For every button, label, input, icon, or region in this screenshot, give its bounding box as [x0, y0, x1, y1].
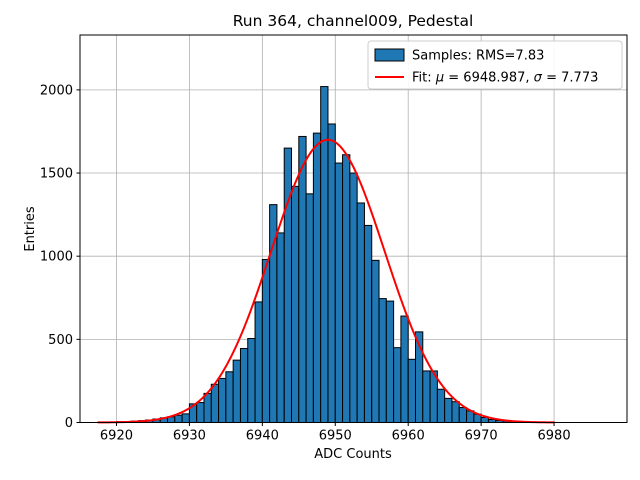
histogram-bar: [218, 377, 227, 423]
histogram-bar: [298, 135, 307, 424]
histogram-bar: [458, 407, 468, 424]
histogram-bar: [239, 347, 249, 423]
histogram-bar: [334, 162, 344, 423]
y-tick-label: 1500: [40, 167, 73, 182]
histogram-bar: [342, 154, 351, 423]
histogram-bar: [174, 414, 183, 423]
histogram-bar: [422, 370, 431, 424]
histogram-bar: [363, 224, 373, 423]
y-tick-label: 500: [48, 333, 73, 348]
histogram-bar: [400, 315, 409, 423]
histogram-bar: [305, 193, 314, 423]
histogram-bars: [101, 86, 555, 424]
x-tick-label: 6980: [538, 429, 571, 444]
histogram-bar: [393, 347, 402, 424]
histogram-bar: [385, 300, 395, 423]
y-tick-label: 1000: [40, 250, 73, 265]
histogram-bar: [407, 358, 416, 424]
histogram-bar: [480, 417, 489, 424]
legend-samples-label: Samples: RMS=7.83: [412, 49, 544, 64]
histogram-bar: [444, 397, 453, 423]
y-tick-label: 2000: [40, 83, 73, 98]
histogram-bar: [371, 259, 380, 424]
histogram-bar: [349, 172, 358, 423]
histogram-bar: [436, 388, 446, 423]
histogram-bar: [356, 202, 365, 423]
x-tick-label: 6940: [246, 429, 279, 444]
x-tick-label: 6950: [319, 429, 352, 444]
legend: Samples: RMS=7.83 Fit: μ = 6948.987, σ =…: [367, 40, 623, 90]
histogram-bar: [283, 147, 293, 424]
x-tick-label: 6970: [465, 429, 498, 444]
histogram-bar: [291, 185, 300, 423]
y-axis-label: Entries: [23, 206, 38, 252]
histogram-bar: [210, 383, 220, 424]
legend-fit-label: Fit: μ = 6948.987, σ = 7.773: [412, 71, 598, 86]
chart-title: Run 364, channel009, Pedestal: [233, 12, 474, 30]
x-tick-label: 6920: [100, 429, 133, 444]
legend-samples-swatch: [374, 48, 405, 62]
y-tick-label: 0: [65, 416, 73, 431]
fit-curve: [97, 138, 556, 424]
histogram-bar: [225, 371, 234, 424]
histogram-bar: [276, 232, 285, 423]
histogram-bar: [254, 301, 263, 423]
histogram-bar: [327, 123, 336, 424]
histogram-bar: [451, 401, 460, 423]
histogram-bar: [312, 132, 322, 423]
histogram-bar: [203, 392, 212, 424]
legend-box: [367, 40, 623, 90]
x-tick-label: 6960: [392, 429, 425, 444]
histogram-bar: [181, 413, 190, 423]
x-tick-label: 6930: [173, 429, 206, 444]
histogram-bar: [247, 338, 256, 423]
histogram-bar: [232, 359, 241, 424]
histogram-bar: [261, 259, 271, 424]
histogram-bar: [378, 298, 387, 424]
histogram-bar: [196, 402, 205, 423]
histogram-bar: [320, 86, 329, 424]
ticks-layer: 6920 6930 6940 6950 6960 6970 6980 0 500 1000 1500…: [40, 83, 571, 443]
plot-border: [79, 34, 628, 423]
x-axis-label: ADC Counts: [314, 447, 392, 462]
